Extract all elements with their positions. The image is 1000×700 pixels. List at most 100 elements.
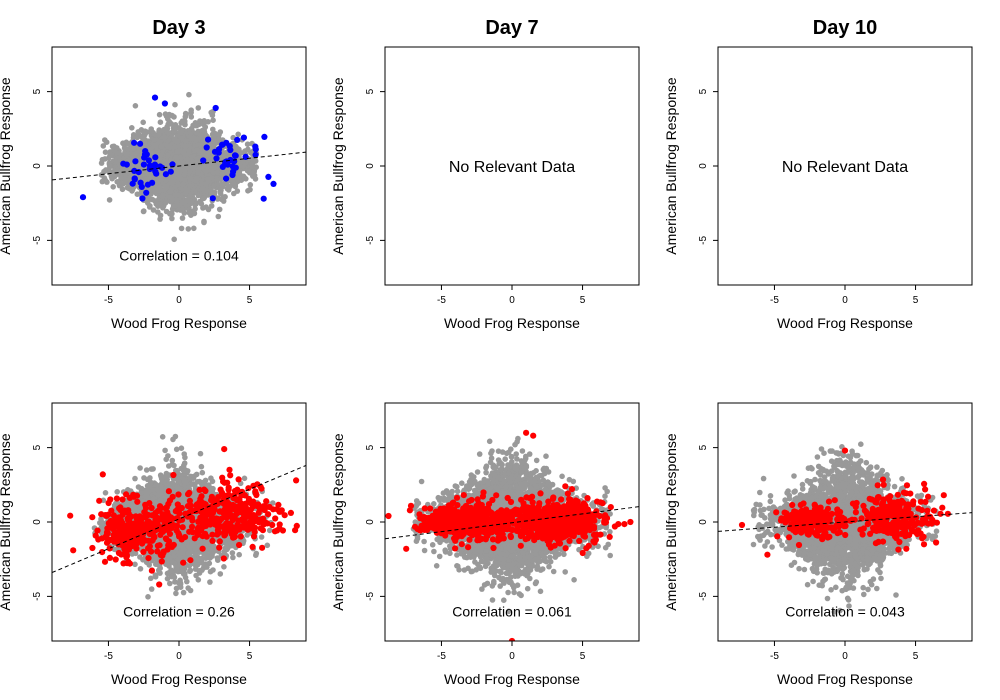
background-point <box>224 170 231 176</box>
highlight-point <box>79 194 87 201</box>
background-point <box>217 190 224 197</box>
background-point <box>205 176 211 182</box>
background-point <box>208 167 215 174</box>
y-tick-label: -5 <box>32 235 43 244</box>
background-point <box>170 436 176 443</box>
background-point <box>123 151 130 158</box>
background-point <box>208 109 214 116</box>
highlight-point <box>138 183 145 190</box>
highlight-point <box>139 195 146 202</box>
background-point <box>195 577 202 583</box>
background-point <box>176 125 182 131</box>
x-tick-label: -5 <box>770 295 779 306</box>
background-point <box>266 527 273 534</box>
background-point <box>110 184 116 190</box>
highlight-point <box>162 171 169 178</box>
highlight-point <box>232 152 239 159</box>
background-point <box>216 131 222 138</box>
background-point <box>195 169 201 176</box>
background-point <box>174 149 180 155</box>
background-point <box>157 212 164 219</box>
background-point <box>107 149 114 155</box>
highlight-point <box>222 161 229 168</box>
background-point <box>231 180 237 187</box>
highlight-point <box>131 139 138 146</box>
background-point <box>172 144 178 150</box>
background-point <box>221 564 227 570</box>
x-tick-label: 5 <box>913 295 919 306</box>
background-point <box>179 215 186 221</box>
background-point <box>143 467 150 473</box>
background-point <box>192 206 198 212</box>
background-point <box>195 192 202 199</box>
background-point <box>198 201 205 207</box>
highlight-point <box>145 157 152 164</box>
background-point <box>163 177 169 184</box>
background-point <box>140 119 146 126</box>
highlight-point <box>123 161 130 168</box>
background-point <box>171 124 178 131</box>
y-axis-title: American Bullfrog Response <box>330 77 346 255</box>
background-point <box>195 105 202 111</box>
background-point <box>247 182 254 188</box>
background-point <box>100 143 107 149</box>
background-point <box>116 182 123 189</box>
background-point <box>101 175 108 181</box>
background-point <box>107 163 113 170</box>
highlight-point <box>131 175 138 182</box>
background-point <box>159 434 166 440</box>
background-point <box>199 555 205 562</box>
background-point <box>230 554 236 561</box>
highlight-point <box>143 151 150 158</box>
background-point <box>162 447 168 454</box>
background-point <box>172 101 178 108</box>
background-point <box>169 215 175 222</box>
highlight-point <box>161 100 168 107</box>
highlight-point <box>152 154 159 161</box>
y-tick-label: -5 <box>365 235 376 244</box>
background-point <box>157 119 164 125</box>
background-point <box>174 467 180 474</box>
background-point <box>163 199 169 205</box>
highlight-point <box>234 136 241 143</box>
background-point <box>229 550 236 556</box>
background-point <box>171 236 177 243</box>
highlight-point <box>209 195 216 202</box>
background-point <box>132 151 138 158</box>
background-point <box>155 132 162 138</box>
background-point <box>187 136 194 143</box>
highlight-point <box>205 136 212 143</box>
background-point <box>173 585 180 592</box>
column-title-day-10: Day 10 <box>813 17 878 39</box>
background-point <box>167 176 174 182</box>
x-tick-label: 0 <box>176 295 182 306</box>
highlight-point <box>213 155 220 162</box>
background-point <box>124 168 130 174</box>
highlight-point <box>252 143 259 150</box>
background-point <box>169 196 176 203</box>
background-point <box>147 203 153 209</box>
background-point <box>181 210 188 216</box>
background-point <box>180 150 187 156</box>
background-point <box>153 482 160 488</box>
background-point <box>181 462 187 469</box>
background-point <box>180 181 186 188</box>
background-point <box>112 159 119 165</box>
background-point <box>193 147 200 153</box>
background-point <box>249 170 256 176</box>
background-point <box>161 134 168 140</box>
background-point <box>114 489 120 495</box>
background-point <box>134 191 141 197</box>
background-point <box>234 188 241 194</box>
background-point <box>175 181 181 187</box>
background-point <box>164 183 170 190</box>
background-point <box>220 183 226 190</box>
background-point <box>228 176 235 183</box>
background-point <box>213 175 219 182</box>
background-point <box>106 169 113 176</box>
background-point <box>111 546 118 553</box>
highlight-point <box>143 189 150 196</box>
